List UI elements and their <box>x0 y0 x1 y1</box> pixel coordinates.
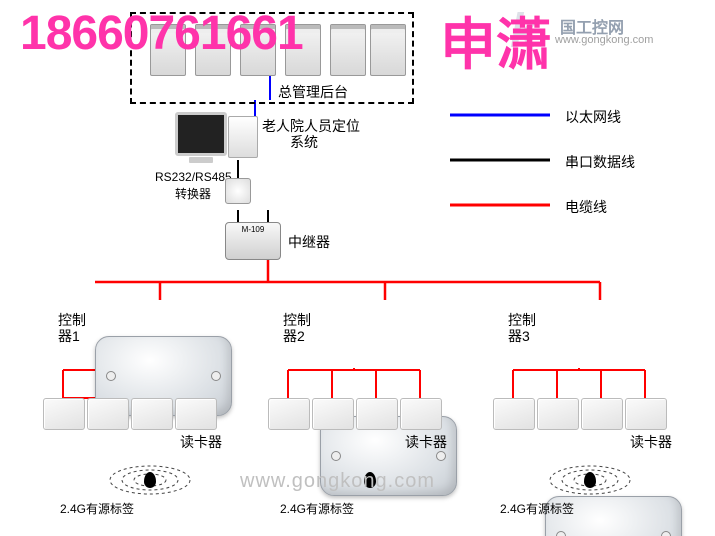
reader-1-4 <box>175 398 217 430</box>
converter-label-l2: 转换器 <box>175 185 211 202</box>
controller-2-label-l2: 器2 <box>283 326 305 346</box>
reader-1-1 <box>43 398 85 430</box>
reader-1-label: 读卡器 <box>180 432 222 452</box>
reader-2-3 <box>356 398 398 430</box>
tag-3 <box>584 472 596 488</box>
tag-2-label: 2.4G有源标签 <box>280 500 354 517</box>
overlay-name: 申潇 <box>440 0 552 81</box>
repeater-model: M-109 <box>242 225 265 234</box>
reader-2-2 <box>312 398 354 430</box>
reader-3-1 <box>493 398 535 430</box>
reader-3-3 <box>581 398 623 430</box>
legend-serial: 串口数据线 <box>565 152 635 172</box>
reader-3-4 <box>625 398 667 430</box>
converter-box <box>225 178 251 204</box>
watermark-url: www.gongkong.com <box>555 34 653 46</box>
tag-1-label: 2.4G有源标签 <box>60 500 134 517</box>
tag-1 <box>144 472 156 488</box>
converter-label-l1: RS232/RS485 <box>155 170 232 184</box>
reader-3-2 <box>537 398 579 430</box>
reader-2-label: 读卡器 <box>405 432 447 452</box>
server-6 <box>370 24 406 76</box>
overlay-phone: 18660761661 <box>20 6 303 61</box>
tag-3-label: 2.4G有源标签 <box>500 500 574 517</box>
reader-1-2 <box>87 398 129 430</box>
server-5 <box>330 24 366 76</box>
system-host <box>228 116 258 158</box>
controller-3-label-l2: 器3 <box>508 326 530 346</box>
system-label-l2: 系统 <box>290 132 318 152</box>
reader-2-1 <box>268 398 310 430</box>
repeater-device: M-109 <box>225 222 281 260</box>
management-label: 总管理后台 <box>278 82 348 102</box>
reader-3-label: 读卡器 <box>630 432 672 452</box>
reader-1-3 <box>131 398 173 430</box>
watermark-center: www.gongkong.com <box>240 470 435 493</box>
repeater-label: 中继器 <box>288 232 330 252</box>
legend-ethernet: 以太网线 <box>565 107 621 127</box>
legend-cable: 电缆线 <box>565 197 607 217</box>
reader-2-4 <box>400 398 442 430</box>
system-monitor <box>175 112 227 156</box>
controller-1-label-l2: 器1 <box>58 326 80 346</box>
